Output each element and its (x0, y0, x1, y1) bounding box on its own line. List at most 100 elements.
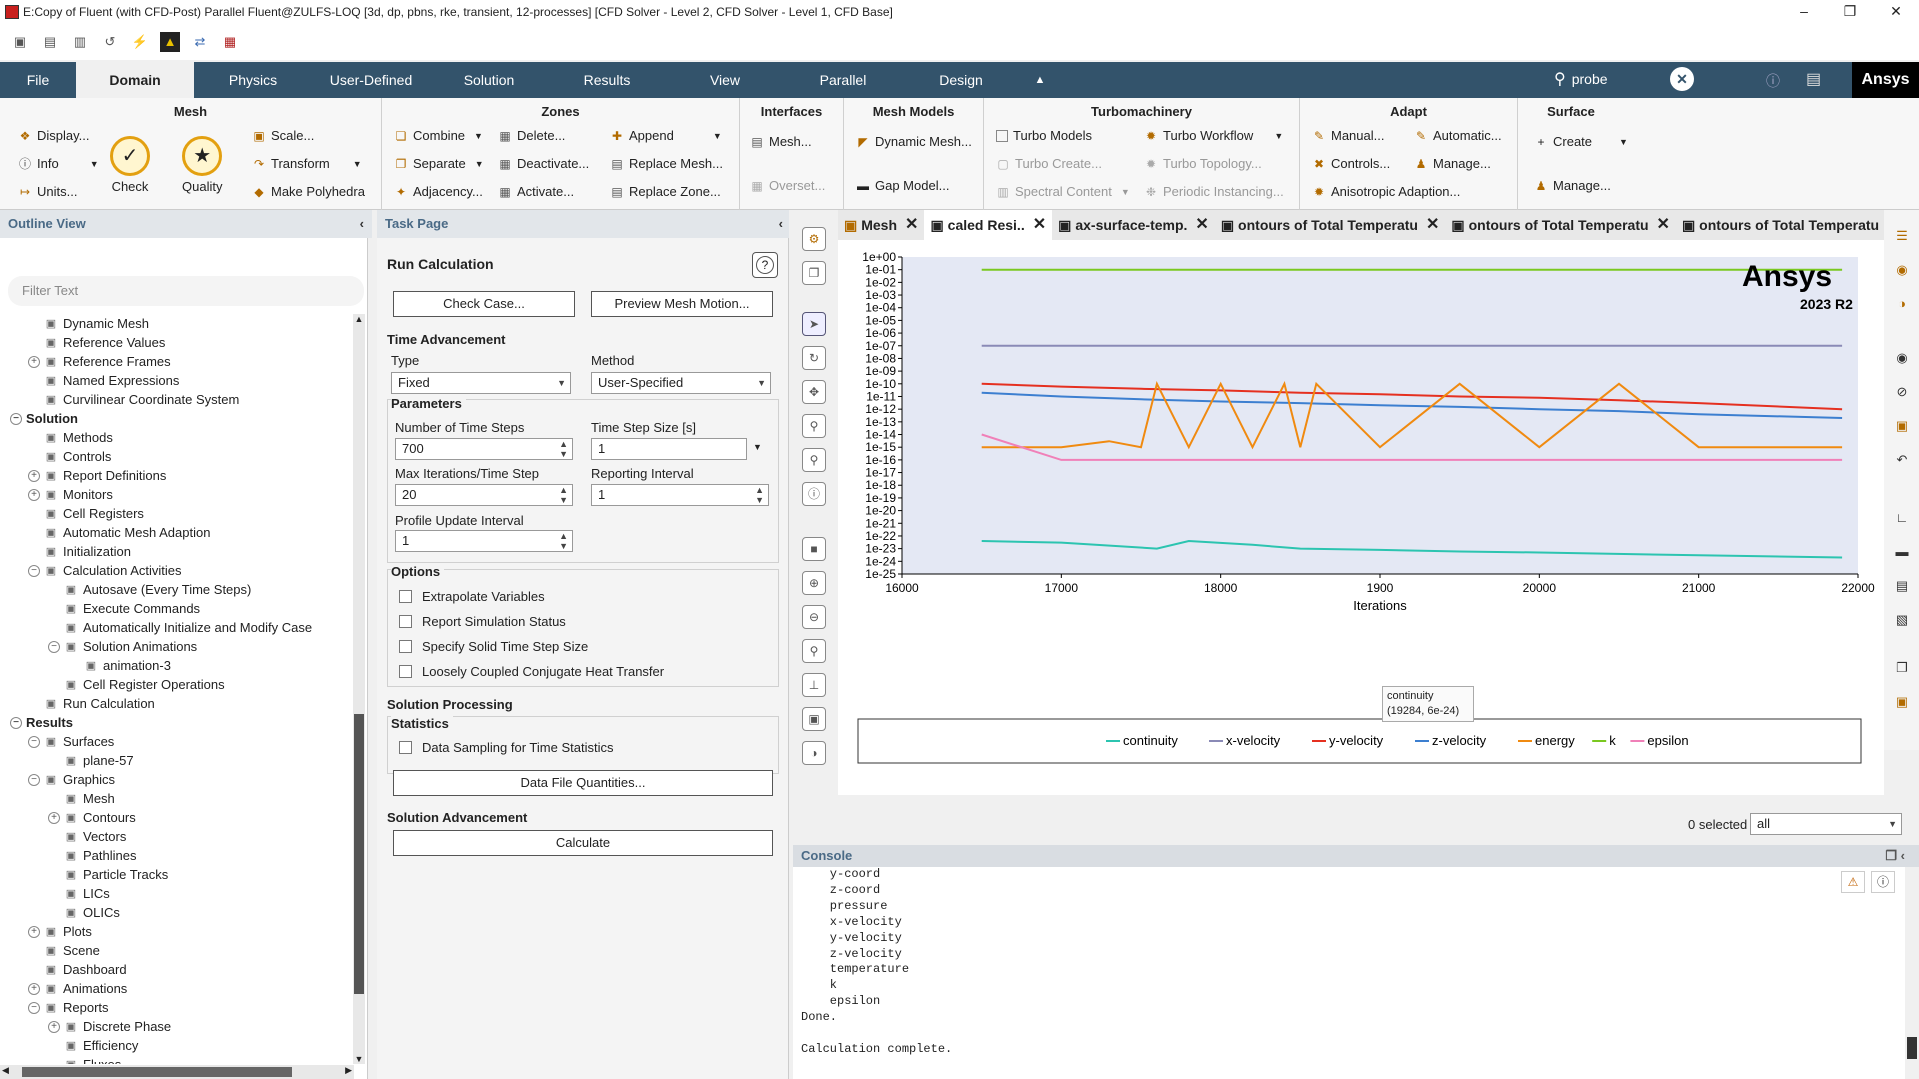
outline-item[interactable]: ▣ Efficiency (0, 1036, 350, 1055)
mesh-display-icon[interactable]: ☰ (1896, 228, 1908, 243)
dynamic-mesh-button[interactable]: ◤ Dynamic Mesh... (856, 134, 971, 149)
outline-item[interactable]: + ▣ Monitors (0, 485, 350, 504)
tab-contours-3[interactable]: ▣ontours of Total Temperatu✕ (1676, 210, 1907, 240)
search-box[interactable]: ⚲ probe ✕ (1550, 64, 1696, 94)
report-simulation-status-checkbox[interactable]: Report Simulation Status (399, 614, 566, 629)
collapse-icon[interactable]: − (28, 564, 40, 577)
data-sampling-checkbox[interactable]: Data Sampling for Time Statistics (399, 740, 613, 755)
preview-mesh-motion-button[interactable]: Preview Mesh Motion... (591, 291, 773, 317)
time-step-size-input[interactable]: 1 (591, 438, 747, 460)
scroll-right-icon[interactable]: ▶ (345, 1065, 352, 1075)
tab-domain[interactable]: Domain (76, 62, 194, 98)
copy-icon[interactable]: ❐ (1896, 660, 1908, 675)
outline-item[interactable]: ▣ Mesh (0, 789, 350, 808)
collapse-panel-icon[interactable]: ‹ (359, 216, 364, 231)
outline-item[interactable]: ▣ Run Calculation (0, 694, 350, 713)
outline-item[interactable]: ▣ Fluxes (0, 1055, 350, 1064)
grid-icon[interactable]: ▦ (223, 34, 237, 49)
gear-settings-icon[interactable]: ⚙ (802, 227, 826, 251)
zoom-out-icon[interactable]: ⊖ (802, 605, 826, 629)
tab-scaled-residuals[interactable]: ▣ caled Resi.. ✕ (924, 210, 1053, 240)
filter-input[interactable]: Filter Text (8, 276, 364, 306)
help-circle-icon[interactable]: ? (752, 252, 778, 278)
surface-manage-button[interactable]: ♟ Manage... (1535, 178, 1611, 193)
max-iterations-input[interactable]: 20 ▲ ▼ (395, 484, 573, 506)
combine-button[interactable]: ❏ Combine ▼ (395, 128, 483, 143)
extrapolate-variables-checkbox[interactable]: Extrapolate Variables (399, 589, 545, 604)
outline-item[interactable]: + ▣ Animations (0, 979, 350, 998)
display-button[interactable]: ❖ Display... (19, 128, 90, 143)
workbench-icon[interactable]: ▲ (160, 32, 180, 52)
tab-user-defined[interactable]: User-Defined (329, 72, 413, 88)
outline-item[interactable]: − ▣ Graphics (0, 770, 350, 789)
outline-item[interactable]: + ▣ Contours (0, 808, 350, 827)
outline-item[interactable]: ▣ Curvilinear Coordinate System (0, 390, 350, 409)
deactivate-button[interactable]: ▦ Deactivate... (499, 156, 590, 171)
outline-item[interactable]: − ▣ Solution Animations (0, 637, 350, 656)
console-info-icon[interactable]: ⓘ (1871, 871, 1895, 893)
vectors-icon[interactable]: ◑ (1898, 296, 1906, 311)
search-input[interactable]: probe (1571, 71, 1608, 87)
console-restore-icon[interactable]: ❐ ‹ (1885, 848, 1905, 863)
pan-icon[interactable]: ✥ (802, 380, 826, 404)
collapse-icon[interactable]: − (28, 773, 40, 786)
residuals-plot-area[interactable]: 1e+00 1e-01 1e-02 1e-03 1e-04 1e-05 1e-06 1e-07… (838, 240, 1884, 795)
separate-button[interactable]: ❐ Separate ▼ (395, 156, 484, 171)
transfer-icon[interactable]: ⇄ (194, 34, 206, 49)
adapt-manage-button[interactable]: ♟ Manage... (1415, 156, 1491, 171)
expand-icon[interactable]: + (28, 469, 40, 482)
expand-icon[interactable]: + (48, 1020, 60, 1033)
expand-icon[interactable]: + (28, 355, 40, 368)
adjacency-button[interactable]: ✦ Adjacency... (395, 184, 483, 199)
periodic-instancing-button[interactable]: ❉ Periodic Instancing... (1145, 184, 1284, 199)
console-scroll-thumb[interactable] (1907, 1037, 1917, 1059)
profile-update-input[interactable]: 1 ▲ ▼ (395, 530, 573, 552)
outline-item[interactable]: ▣ plane-57 (0, 751, 350, 770)
scroll-down-icon[interactable]: ▼ (354, 1054, 364, 1064)
outline-item[interactable]: ▣ Automatically Initialize and Modify Cas… (0, 618, 350, 637)
transform-button[interactable]: ↷ Transform ▼ (253, 156, 362, 171)
overset-button[interactable]: ▦ Overset... (751, 178, 826, 193)
zoom-icon[interactable]: ⚲ (802, 448, 826, 472)
loosely-coupled-cht-checkbox[interactable]: Loosely Coupled Conjugate Heat Transfer (399, 664, 664, 679)
colormap-icon[interactable]: ▧ (1895, 612, 1909, 627)
collapse-ribbon-icon[interactable]: ▲ (1034, 74, 1046, 86)
replace-zone-button[interactable]: ▤ Replace Zone... (611, 184, 721, 199)
units-button[interactable]: ↦ Units... (19, 184, 78, 199)
outline-item[interactable]: ▣ Named Expressions (0, 371, 350, 390)
undo-view-icon[interactable]: ↶ (1896, 452, 1908, 467)
open-icon[interactable]: ▤ (43, 34, 57, 49)
outline-item[interactable]: − Solution (0, 409, 350, 428)
outline-item[interactable]: ▣ Particle Tracks (0, 865, 350, 884)
anisotropic-adaption-button[interactable]: ✹ Anisotropic Adaption... (1313, 184, 1461, 199)
expand-icon[interactable]: + (28, 488, 40, 501)
scroll-thumb[interactable] (354, 714, 364, 994)
collapse-icon[interactable]: − (28, 735, 40, 748)
tab-results[interactable]: Results (583, 72, 631, 88)
camera-icon[interactable]: ▣ (802, 707, 826, 731)
tab-parallel[interactable]: Parallel (819, 72, 867, 88)
turbo-create-button[interactable]: ▢ Turbo Create... (997, 156, 1102, 171)
tab-design[interactable]: Design (939, 72, 983, 88)
scene-icon[interactable]: ▣ (1895, 418, 1909, 433)
fit-view-icon[interactable]: ■ (802, 537, 826, 561)
outline-item[interactable]: ▣ Controls (0, 447, 350, 466)
pointer-icon[interactable]: ➤ (802, 312, 826, 336)
help-icon[interactable]: ⓘ (1766, 73, 1780, 89)
maximize-button[interactable]: ❐ (1843, 3, 1857, 19)
method-select[interactable]: User-Specified ▼ (591, 372, 771, 394)
spinner-icon[interactable]: ▲ ▼ (559, 485, 568, 505)
turbo-workflow-button[interactable]: ✹ Turbo Workflow ▼ (1145, 128, 1284, 143)
interfaces-mesh-button[interactable]: ▤ Mesh... (751, 134, 812, 149)
outline-item[interactable]: ▣ LICs (0, 884, 350, 903)
outline-item[interactable]: ▣ animation-3 (0, 656, 350, 675)
warning-icon[interactable]: ⚠ (1841, 871, 1865, 893)
collapse-icon[interactable]: − (48, 640, 60, 653)
turbo-models-checkbox[interactable]: Turbo Models (996, 128, 1092, 143)
automatic-adapt-button[interactable]: ✎ Automatic... (1415, 128, 1502, 143)
expand-icon[interactable]: + (48, 811, 60, 824)
num-time-steps-input[interactable]: 700 ▲ ▼ (395, 438, 573, 460)
manual-adapt-button[interactable]: ✎ Manual... (1313, 128, 1385, 143)
append-button[interactable]: ✚ Append ▼ (611, 128, 722, 143)
save-icon[interactable]: ▥ (73, 34, 87, 49)
